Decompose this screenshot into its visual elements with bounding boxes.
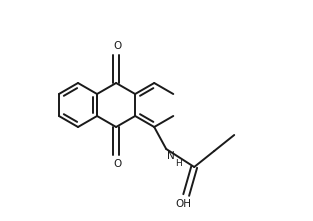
- Text: OH: OH: [175, 199, 191, 209]
- Text: H: H: [175, 159, 182, 168]
- Text: O: O: [113, 41, 121, 51]
- Text: N: N: [167, 151, 175, 161]
- Text: O: O: [113, 159, 121, 169]
